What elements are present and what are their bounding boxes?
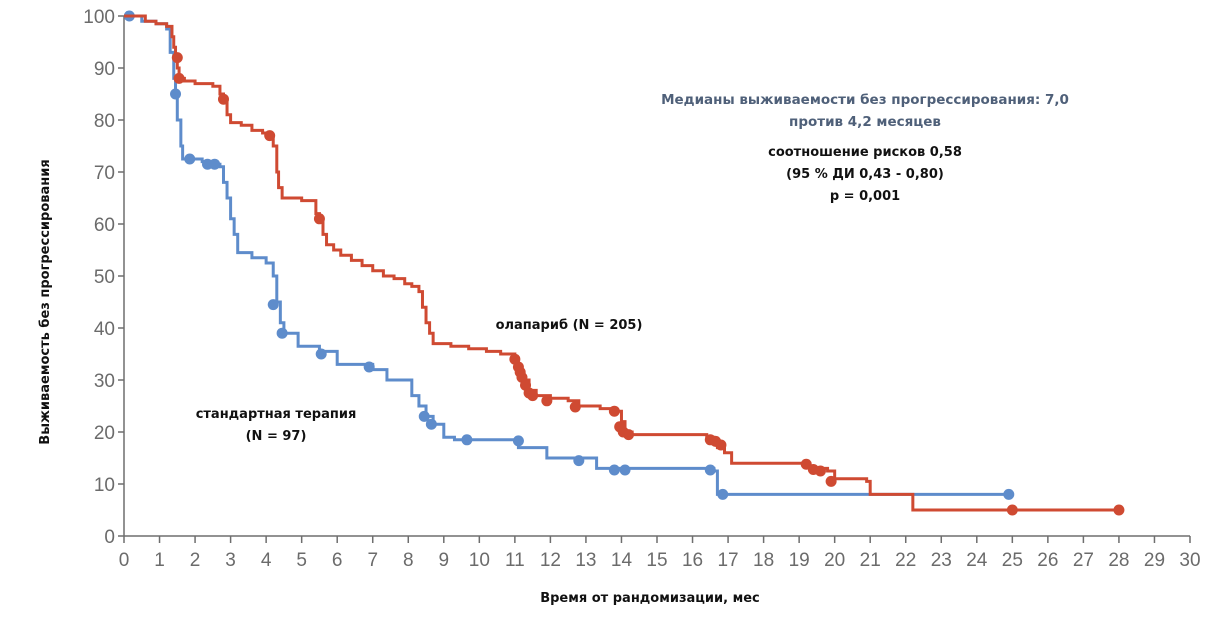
x-tick-label: 5 — [296, 550, 307, 571]
x-tick-label: 17 — [717, 550, 738, 571]
standard-therapy-censor-mark — [1003, 488, 1015, 500]
curves — [123, 10, 1125, 516]
olaparib-label: олапариб (N = 205) — [496, 318, 643, 333]
standard-therapy-censor-mark — [704, 464, 716, 476]
x-tick-label: 13 — [575, 550, 596, 571]
x-tick-label: 1 — [154, 550, 165, 571]
olaparib-censor-mark — [715, 439, 727, 451]
standard-therapy-censor-mark — [608, 464, 620, 476]
median-annotation-line2: против 4,2 месяцев — [789, 114, 941, 130]
x-tick-label: 30 — [1179, 550, 1200, 571]
x-tick-label: 21 — [860, 550, 881, 571]
x-tick-label: 16 — [682, 550, 703, 571]
x-tick-label: 29 — [1144, 550, 1165, 571]
x-tick-label: 26 — [1037, 550, 1058, 571]
x-tick-label: 11 — [505, 550, 525, 571]
x-tick-label: 19 — [789, 550, 810, 571]
y-tick-label: 40 — [94, 319, 115, 340]
standard-therapy-censor-mark — [418, 410, 430, 422]
x-tick-label: 9 — [439, 550, 450, 571]
x-tick-label: 22 — [895, 550, 916, 571]
y-tick-label: 60 — [94, 215, 115, 236]
standard-therapy-censor-mark — [184, 153, 196, 165]
x-tick-label: 18 — [753, 550, 774, 571]
x-tick-label: 27 — [1073, 550, 1094, 571]
x-tick-label: 28 — [1108, 550, 1129, 571]
median-annotation-line1: Медианы выживаемости без прогрессировани… — [661, 92, 1069, 108]
standard-therapy-censor-mark — [267, 299, 279, 311]
standard-therapy-label-line2: (N = 97) — [246, 429, 307, 444]
standard-therapy-censor-mark — [717, 488, 729, 500]
olaparib-censor-mark — [313, 213, 325, 225]
standard-therapy-censor-mark — [315, 348, 327, 360]
olaparib-censor-mark — [541, 395, 553, 407]
x-tick-label: 20 — [824, 550, 845, 571]
olaparib-censor-mark — [527, 390, 539, 402]
y-axis-title: Выживаемость без прогрессирования — [38, 159, 53, 444]
x-tick-label: 7 — [367, 550, 378, 571]
olaparib-censor-mark — [623, 429, 635, 441]
standard-therapy-censor-mark — [573, 455, 585, 467]
olaparib-censor-mark — [825, 475, 837, 487]
x-tick-label: 10 — [469, 550, 490, 571]
standard-therapy-censor-mark — [619, 464, 631, 476]
standard-therapy-curve — [124, 14, 1009, 496]
standard-therapy-censor-mark — [276, 327, 288, 339]
standard-therapy-censor-mark — [425, 418, 437, 430]
y-tick-label: 80 — [94, 111, 115, 132]
y-tick-label: 30 — [94, 371, 115, 392]
olaparib-censor-mark — [264, 130, 276, 142]
standard-therapy-label-line1: стандартная терапия — [196, 407, 357, 422]
x-tick-label: 15 — [646, 550, 667, 571]
x-axis-title: Время от рандомизации, мес — [540, 591, 760, 606]
x-tick-label: 12 — [540, 550, 561, 571]
olaparib-censor-mark — [171, 52, 183, 64]
x-tick-label: 23 — [931, 550, 952, 571]
x-tick-label: 25 — [1002, 550, 1023, 571]
standard-therapy-censor-mark — [512, 435, 524, 447]
olaparib-censor-mark — [1006, 504, 1018, 516]
y-tick-label: 90 — [94, 59, 115, 80]
y-tick-label: 0 — [104, 527, 115, 548]
olaparib-curve — [124, 14, 1119, 512]
olaparib-censor-mark — [814, 465, 826, 477]
olaparib-censor-mark — [1113, 504, 1125, 516]
hazard-ratio-ci: (95 % ДИ 0,43 - 0,80) — [786, 167, 944, 182]
olaparib-censor-mark — [173, 72, 185, 84]
olaparib-censor-mark — [608, 405, 620, 417]
x-tick-label: 0 — [119, 550, 130, 571]
x-tick-label: 8 — [403, 550, 414, 571]
y-tick-label: 50 — [94, 267, 115, 288]
y-tick-label: 20 — [94, 423, 115, 444]
y-tick-label: 70 — [94, 163, 115, 184]
p-value: p = 0,001 — [830, 189, 900, 204]
hazard-ratio-line1: соотношение рисков 0,58 — [768, 145, 962, 160]
x-tick-label: 6 — [332, 550, 343, 571]
olaparib-censor-mark — [217, 93, 229, 105]
standard-therapy-censor-mark — [170, 88, 182, 100]
olaparib-censor-mark — [569, 401, 581, 413]
y-tick-label: 100 — [83, 7, 115, 28]
standard-therapy-censor-mark — [209, 158, 221, 170]
x-tick-label: 4 — [261, 550, 272, 571]
standard-therapy-censor-mark — [363, 361, 375, 373]
y-tick-label: 10 — [94, 475, 115, 496]
x-tick-label: 14 — [611, 550, 633, 571]
standard-therapy-censor-mark — [461, 434, 473, 446]
x-tick-label: 2 — [190, 550, 201, 571]
x-tick-label: 24 — [966, 550, 988, 571]
x-tick-label: 3 — [225, 550, 236, 571]
